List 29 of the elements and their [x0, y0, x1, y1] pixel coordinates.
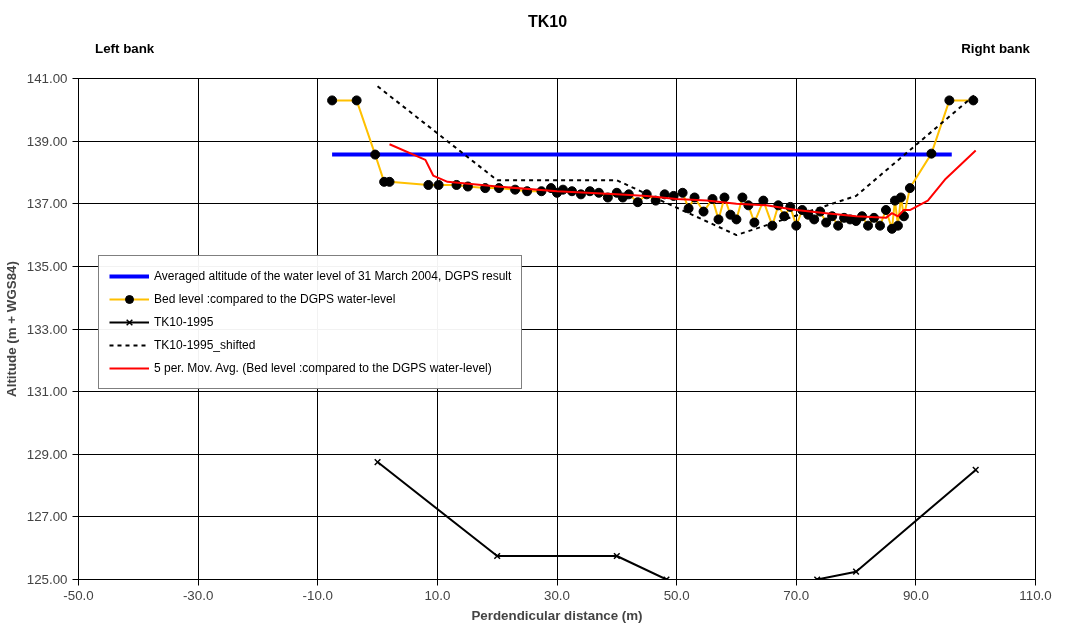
y-tick-label: 135.00: [26, 258, 68, 274]
x-tick-label: 10.0: [424, 587, 451, 603]
y-tick-label: 129.00: [26, 446, 68, 462]
point: [373, 458, 382, 466]
y-tick-label: 131.00: [26, 384, 68, 400]
y-tick-label: 137.00: [26, 196, 68, 212]
x-tick-label: -50.0: [63, 587, 94, 603]
y-tick-label: 133.00: [26, 321, 68, 337]
y-tick-label: 141.00: [26, 71, 68, 86]
y-tick-label: 125.00: [26, 572, 68, 587]
legend-label: TK10-1995: [154, 315, 214, 329]
y-tick-label: 127.00: [26, 509, 68, 525]
x-tick-label: 110.0: [1019, 587, 1052, 603]
legend-label: Bed level :compared to the DGPS water-level: [154, 292, 396, 306]
chart-title: TK10: [526, 12, 569, 32]
x-tick-label: 90.0: [902, 587, 929, 603]
y-axis-title: Altitude (m + WGS84): [3, 261, 19, 397]
x-tick-label: 30.0: [544, 587, 570, 603]
legend-label: TK10-1995_shifted: [154, 338, 256, 352]
x-tick-label: -30.0: [182, 587, 214, 603]
text: Left bank: [95, 40, 155, 58]
legend-label: 5 per. Mov. Avg. (Bed level :compared to the DGPS water-level): [154, 361, 492, 375]
y-tick-label: 139.00: [26, 133, 68, 149]
x-axis-title: Perdendicular distance (m): [471, 607, 643, 623]
text: Right bank: [961, 40, 1030, 58]
x-tick-label: -10.0: [302, 587, 333, 603]
x-tick-label: 50.0: [663, 587, 690, 603]
x-tick-label: 70.0: [783, 587, 810, 603]
legend-label: Averaged altitude of the water level of 31 March 2004, DGPS result: [154, 269, 512, 283]
